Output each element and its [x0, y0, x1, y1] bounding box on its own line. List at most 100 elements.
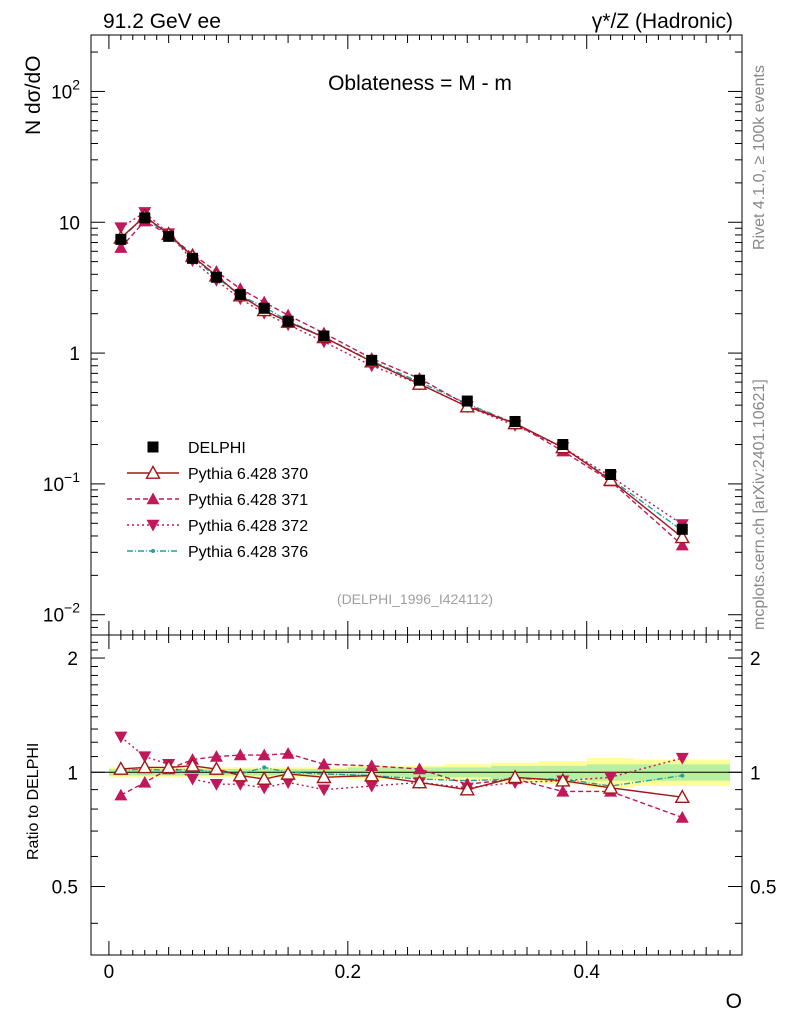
series-2-ratio-line: [120, 752, 683, 819]
ratio-y-axis-title: Ratio to DELPHI: [25, 743, 42, 860]
data-point: [139, 212, 151, 224]
series-4-line: [120, 215, 683, 532]
data-point: [605, 469, 617, 481]
y-tick-label: 1: [69, 344, 80, 365]
series-1-ratio-point: [280, 765, 296, 780]
rivet-label: Rivet 4.1.0, ≥ 100k events: [751, 65, 768, 250]
plot-title: Oblateness = M - m: [328, 72, 512, 95]
ratio-tick-label-left: 1: [67, 763, 78, 784]
series-1-ratio-point: [364, 767, 380, 782]
y-tick-label: 10: [59, 213, 80, 234]
series-1-ratio-point: [674, 789, 690, 804]
axis-ticks: [91, 35, 742, 955]
data-point: [163, 230, 175, 242]
data-point: [318, 330, 330, 342]
ratio-tick-label-left: 2: [67, 649, 78, 670]
legend: DELPHI Pythia 6.428 370 Pythia 6.428 371 Py…: [127, 440, 308, 561]
series-3-ratio-point: [233, 779, 247, 791]
legend-label-4: Pythia 6.428 376: [188, 544, 308, 561]
y-tick-label: 10−2: [43, 600, 80, 627]
data-point: [413, 374, 425, 386]
series-1-ratio-point: [507, 769, 523, 784]
legend-marker-2: [146, 492, 160, 505]
series-1-ratio-point: [256, 771, 272, 785]
series-4-ratio-point: [262, 765, 267, 770]
series-3-ratio-point: [365, 780, 379, 793]
data-point: [187, 252, 199, 264]
ratio-series-layer: [113, 731, 690, 823]
series-3-ratio-point: [257, 782, 271, 795]
x-tick-label: 0.2: [335, 962, 361, 983]
series-2-ratio-point: [257, 748, 271, 761]
series-3-ratio-point: [114, 731, 128, 744]
series-4-ratio-point: [680, 773, 685, 778]
series-1-ratio-point: [555, 772, 571, 787]
series-2-point: [114, 241, 128, 253]
y-tick-label: 10−1: [43, 469, 80, 496]
ratio-tick-label-right: 1: [750, 763, 761, 784]
analysis-watermark: (DELPHI_1996_I424112): [337, 591, 493, 607]
ratio-plot-frame: [90, 634, 743, 956]
y-axis-title: N dσ/dO: [22, 56, 45, 136]
data-point: [234, 289, 246, 301]
data-point: [461, 395, 473, 407]
legend-label-2: Pythia 6.428 371: [188, 492, 308, 509]
y-tick-label: 102: [51, 76, 80, 103]
data-point: [676, 523, 688, 535]
series-2-ratio-point: [412, 762, 426, 775]
data-point: [282, 315, 294, 327]
legend-marker-1: [145, 465, 161, 479]
series-1-point: [674, 529, 690, 544]
series-1-line: [120, 215, 683, 538]
ratio-tick-label-right: 0.5: [750, 878, 776, 899]
main-series-layer: [113, 207, 690, 551]
series-2-ratio-point: [365, 759, 379, 772]
series-1-ratio-point: [137, 759, 153, 774]
header-right: γ*/Z (Hadronic): [592, 10, 733, 33]
legend-marker-4: [151, 549, 155, 553]
data-point: [509, 415, 521, 427]
series-3-ratio-point: [138, 751, 152, 764]
x-tick-label: 0: [104, 962, 115, 983]
series-3-ratio-point: [604, 772, 618, 784]
header-left: 91.2 GeV ee: [103, 10, 221, 33]
series-2-ratio-point: [209, 750, 223, 762]
series-3-ratio-point: [209, 779, 223, 791]
data-point: [210, 271, 222, 283]
series-1-ratio-point: [316, 769, 332, 784]
series-2-ratio-point: [281, 747, 295, 759]
ratio-tick-label-left: 0.5: [52, 878, 78, 899]
series-3-ratio-point: [675, 752, 689, 765]
data-point: [557, 439, 569, 451]
series-1-ratio-point: [208, 761, 225, 775]
series-2-ratio-point: [114, 788, 128, 801]
legend-marker-3: [146, 519, 160, 532]
series-2-line: [120, 220, 683, 546]
series-1-ratio-point: [602, 779, 619, 794]
series-3-ratio-point: [186, 773, 200, 786]
series-2-ratio-point: [556, 784, 570, 797]
ratio-tick-label-right: 2: [750, 649, 761, 670]
series-2-ratio-point: [317, 757, 331, 770]
series-1-ratio-point: [113, 761, 129, 775]
legend-marker-data: [147, 441, 159, 453]
data-point: [258, 302, 270, 314]
data-point: [115, 233, 127, 245]
mcplots-label: mcplots.cern.ch [arXiv:2401.10621]: [751, 379, 768, 630]
series-3-ratio-point: [317, 784, 331, 797]
series-3-point: [114, 222, 128, 235]
data-point: [366, 354, 378, 366]
series-2-ratio-point: [675, 811, 689, 823]
series-3-ratio-point: [281, 777, 295, 789]
series-2-point: [675, 538, 689, 551]
series-1-ratio-point: [459, 781, 475, 796]
series-3-line: [120, 211, 683, 526]
legend-label-1: Pythia 6.428 370: [188, 466, 308, 483]
x-axis-title: O: [726, 990, 742, 1013]
series-1-ratio-point: [160, 759, 177, 774]
x-tick-label: 0.4: [574, 962, 601, 983]
legend-label-data: DELPHI: [188, 440, 246, 457]
series-1-ratio-point: [232, 767, 249, 782]
series-1-ratio-line: [120, 765, 683, 798]
